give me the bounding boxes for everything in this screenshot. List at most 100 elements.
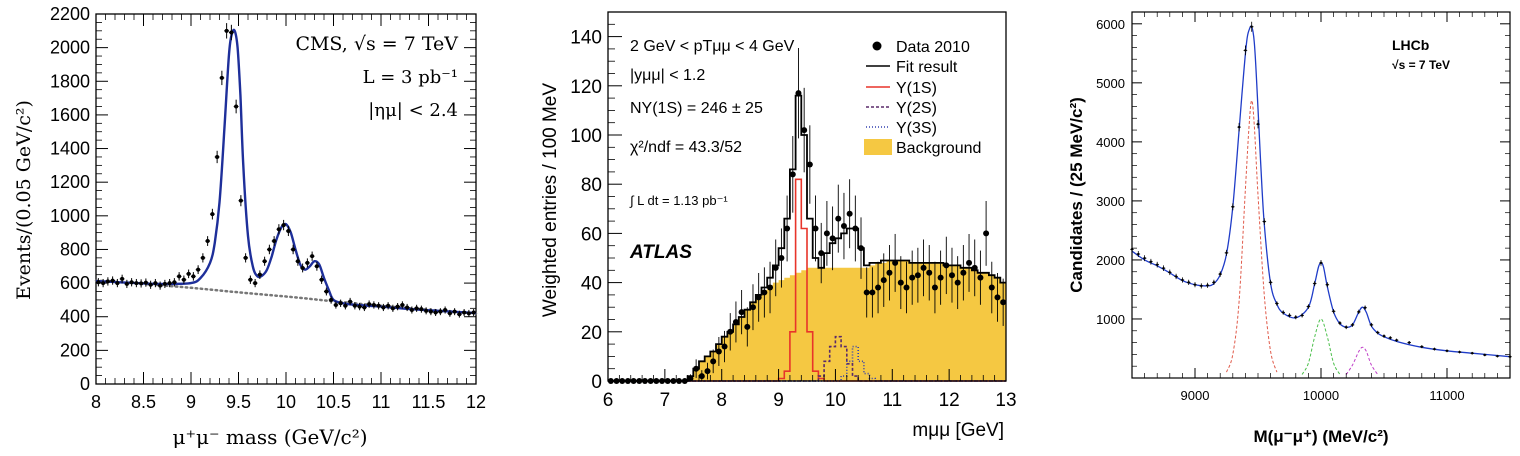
lhcb-data-point — [1162, 267, 1165, 270]
lhcb-xtick-label: 10000 — [1303, 388, 1339, 403]
cms-data-point — [267, 247, 272, 252]
lhcb-data-point — [1200, 284, 1203, 288]
cms-data-point — [153, 281, 158, 286]
lhcb-data-point — [1395, 339, 1398, 342]
atlas-data-point — [926, 269, 933, 276]
cms-data-point — [405, 305, 410, 310]
atlas-xtick-label: 9 — [773, 390, 784, 411]
atlas-data-point — [971, 264, 978, 271]
atlas-data-point — [744, 323, 751, 330]
cms-xtick-label: 10 — [276, 392, 296, 412]
lhcb-data-point — [1156, 263, 1159, 266]
atlas-data-point — [784, 225, 791, 232]
cms-data-point — [433, 310, 438, 315]
atlas-label-n: NΥ(1S) = 246 ± 25 — [630, 100, 763, 117]
cms-xtick-label: 8 — [91, 392, 101, 412]
lhcb-data-point — [1263, 220, 1266, 223]
atlas-legend-fit: Fit result — [896, 59, 958, 76]
cms-data-point — [234, 104, 239, 109]
cms-data-point — [462, 310, 467, 315]
cms-data-point — [276, 227, 281, 232]
atlas-ytick-label: 40 — [581, 274, 602, 295]
lhcb-data-point — [1382, 334, 1386, 338]
lhcb-data-point — [1433, 347, 1436, 351]
atlas-data-point — [886, 269, 893, 276]
cms-ytick-label: 400 — [60, 307, 90, 327]
atlas-chart: 6 7 8 9 10 11 12 13 0 20 40 60 80 100 120 140 2 GeV < p… — [540, 11, 1017, 441]
atlas-xtick-label: 8 — [716, 390, 727, 411]
atlas-data-point — [852, 225, 859, 232]
lhcb-data-point — [1351, 323, 1354, 327]
cms-ytick-label: 1800 — [50, 71, 90, 91]
atlas-data-point — [931, 284, 938, 291]
atlas-label-y: |yμμ| < 1.2 — [630, 67, 705, 84]
cms-data-point — [452, 309, 457, 314]
lhcb-data-point — [1496, 354, 1499, 358]
cms-data-point — [172, 280, 177, 285]
cms-data-point — [129, 280, 134, 285]
lhcb-data-point — [1483, 353, 1487, 357]
lhcb-data-point — [1294, 315, 1298, 319]
cms-chart: 8 8.5 9 9.5 10 10.5 11 11.5 12 0 200 400 600 800 1000 1… — [13, 4, 486, 449]
cms-ytick-label: 2200 — [50, 4, 90, 24]
cms-data-point — [229, 30, 234, 35]
cms-data-point — [181, 277, 186, 282]
atlas-data-point — [721, 343, 728, 350]
cms-data-point — [367, 302, 372, 307]
lhcb-data-point — [1389, 336, 1392, 340]
cms-data-point — [238, 198, 243, 203]
cms-data-point — [196, 267, 201, 272]
cms-data-point — [162, 281, 167, 286]
cms-xtick-label: 10.5 — [316, 392, 351, 412]
lhcb-ytick-label: 5000 — [1096, 76, 1125, 91]
lhcb-data-point — [1376, 331, 1379, 334]
lhcb-data-point — [1370, 323, 1373, 327]
cms-data-point — [191, 274, 196, 279]
atlas-legend-data: Data 2010 — [896, 39, 970, 56]
atlas-legend-bg-swatch — [864, 139, 892, 155]
cms-data-point — [343, 303, 348, 308]
lhcb-data-point — [1471, 352, 1474, 355]
lhcb-ytick-label: 1000 — [1096, 312, 1125, 327]
lhcb-data-point — [1282, 311, 1285, 314]
lhcb-ytick-label: 6000 — [1096, 17, 1125, 32]
atlas-data-point — [767, 284, 774, 291]
atlas-data-point — [732, 318, 739, 325]
atlas-label-experiment: ATLAS — [629, 242, 692, 263]
cms-data-point — [357, 304, 362, 309]
cms-ytick-label: 800 — [60, 239, 90, 259]
atlas-data-point — [818, 250, 825, 257]
cms-data-point — [205, 239, 210, 244]
cms-data-point — [124, 281, 129, 286]
atlas-label-lumi: ∫ L dt = 1.13 pb⁻¹ — [629, 193, 728, 208]
atlas-data-point — [687, 375, 694, 382]
cms-data-point — [139, 281, 144, 286]
atlas-data-point — [693, 365, 700, 372]
atlas-data-point — [937, 274, 944, 281]
lhcb-data-point — [1237, 125, 1241, 129]
atlas-legend-bg: Background — [896, 140, 981, 157]
atlas-data-point — [966, 259, 973, 266]
lhcb-plot-frame — [1131, 11, 1511, 379]
atlas-ytick-label: 140 — [570, 28, 602, 49]
atlas-data-point — [954, 279, 961, 286]
lhcb-data-point — [1174, 275, 1178, 278]
cms-data-point — [215, 154, 220, 159]
lhcb-data-point — [1345, 326, 1348, 329]
lhcb-data-points — [1130, 21, 1512, 358]
atlas-data-point — [698, 373, 705, 380]
lhcb-data-point — [1307, 305, 1310, 308]
lhcb-ylabel: Candidates / (25 MeV/c²) — [1067, 97, 1086, 293]
cms-data-point — [143, 280, 148, 285]
cms-data-point — [386, 303, 391, 308]
cms-data-point — [362, 305, 367, 310]
lhcb-label-experiment: LHCb — [1392, 37, 1429, 53]
cms-data-point — [443, 308, 448, 312]
atlas-data-point — [812, 225, 819, 232]
atlas-ytick-label: 60 — [581, 224, 602, 245]
cms-data-point — [253, 281, 258, 286]
atlas-ytick-label: 20 — [581, 323, 602, 344]
cms-data-point — [381, 305, 386, 310]
atlas-data-point — [903, 284, 910, 291]
lhcb-signal-line — [1345, 346, 1379, 375]
